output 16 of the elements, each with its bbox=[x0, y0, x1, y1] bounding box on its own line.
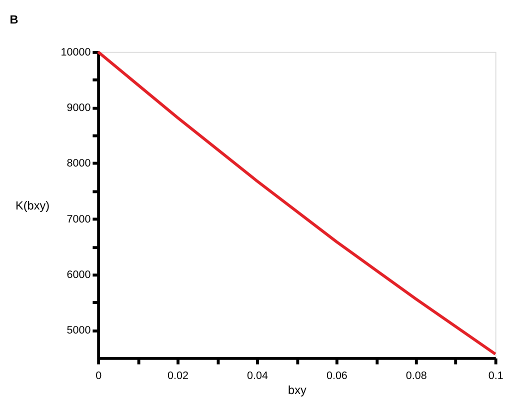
x-tick-label: 0.02 bbox=[168, 370, 189, 382]
y-tick-label: 6000 bbox=[66, 268, 91, 281]
y-tick-label: 8000 bbox=[66, 158, 91, 170]
y-tick-label: 5000 bbox=[66, 324, 91, 337]
y-tick-label: 10000 bbox=[60, 46, 91, 58]
line-series bbox=[96, 50, 497, 356]
y-tick-label: 9000 bbox=[66, 102, 91, 114]
x-axis-title: bxy bbox=[288, 384, 306, 397]
x-tick-label: 0.04 bbox=[247, 370, 268, 382]
x-tick-label: 0 bbox=[96, 370, 102, 382]
y-axis-title: K(bxy) bbox=[16, 199, 50, 212]
x-tick-label: 0.1 bbox=[488, 370, 504, 382]
x-tick-label: 0.06 bbox=[326, 370, 348, 382]
x-tick-label: 0.08 bbox=[406, 370, 427, 382]
y-tick-label: 7000 bbox=[66, 213, 91, 226]
chart-title: B bbox=[10, 13, 18, 26]
